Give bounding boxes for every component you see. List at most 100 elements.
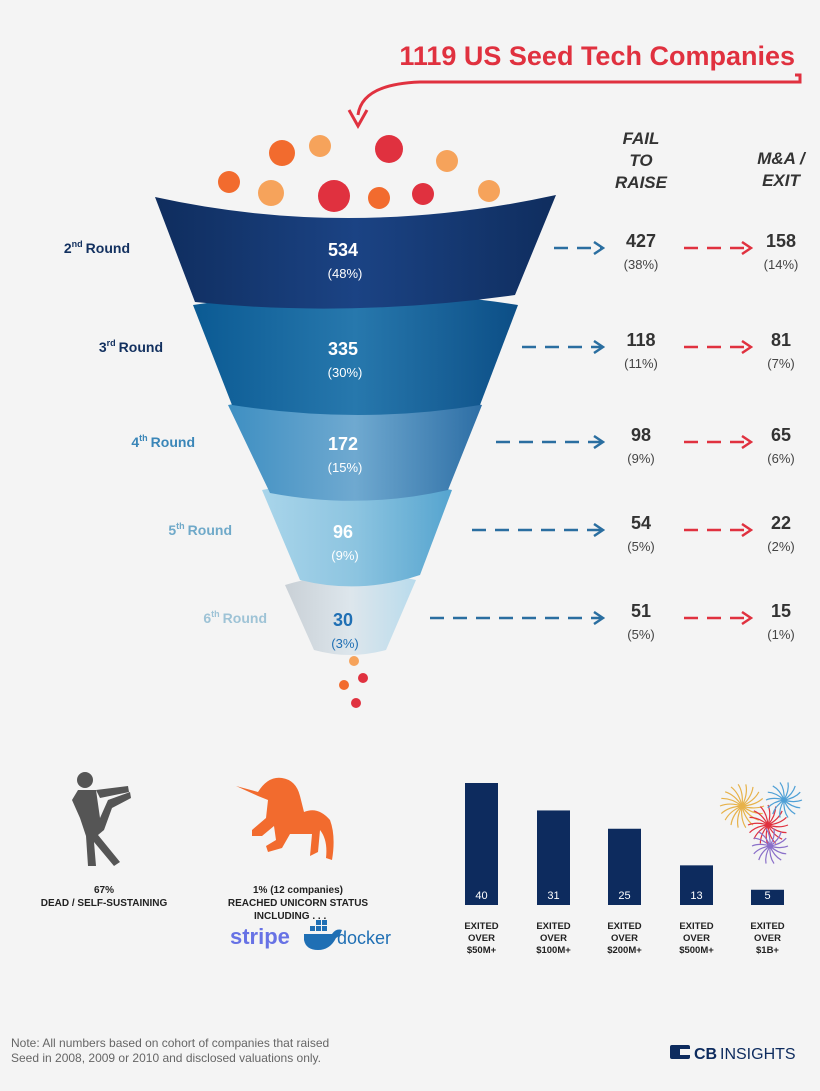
funnel-band-3rd-round — [193, 292, 518, 415]
firework-streak — [779, 782, 785, 801]
unicorn-line3: INCLUDING . . . — [254, 911, 326, 922]
footnote-line1: Note: All numbers based on cohort of com… — [11, 1036, 329, 1050]
firework-streak — [719, 803, 743, 807]
firework-streak — [753, 837, 771, 847]
exit-bar-category: EXITED — [536, 921, 570, 932]
funnel-band-5th-round — [262, 480, 452, 587]
fail-header-line: RAISE — [615, 173, 668, 192]
company-dot — [375, 135, 403, 163]
firework-streak — [767, 791, 785, 801]
exit-bar — [751, 889, 784, 905]
exit-bar-category: OVER — [754, 933, 781, 944]
zombie-icon — [72, 772, 131, 866]
page-title: 1119 US Seed Tech Companies — [399, 41, 795, 71]
exit-bar-category: EXITED — [679, 921, 713, 932]
exit-bar-category: $1B+ — [756, 945, 779, 956]
round-count: 30 — [333, 610, 353, 630]
round-word: Round — [188, 522, 232, 538]
exit-count: 15 — [771, 601, 791, 621]
exit-bar-category: $200M+ — [607, 945, 642, 956]
firework-streak — [724, 805, 743, 821]
firework-streak — [769, 837, 787, 847]
exit-count: 81 — [771, 330, 791, 350]
exit-header-line: EXIT — [762, 171, 801, 190]
firework-streak — [769, 845, 787, 855]
firework-streak — [753, 810, 769, 826]
firework-streak — [741, 805, 765, 809]
drip-dot — [339, 680, 349, 690]
drip-dot — [349, 656, 359, 666]
round-percent: (48%) — [328, 266, 363, 281]
firework-streak — [767, 810, 783, 826]
round-percent: (9%) — [331, 548, 358, 563]
exit-bar-category: $500M+ — [679, 945, 714, 956]
fail-header-line: FAIL — [623, 129, 660, 148]
round-percent: (30%) — [328, 365, 363, 380]
funnel-rows: 2nd Round 534(48%)427(38%)158(14%)3rd Round… — [64, 231, 798, 651]
firework-streak — [724, 791, 743, 807]
firework-streak — [758, 831, 771, 847]
round-label: 3rd Round — [99, 338, 163, 355]
fail-count: 51 — [631, 601, 651, 621]
exit-percent: (7%) — [767, 356, 794, 371]
exit-bar-value: 5 — [764, 890, 770, 902]
round-percent: (15%) — [328, 460, 363, 475]
exit-bar — [537, 810, 570, 905]
round-word: Round — [223, 610, 267, 626]
firework-streak — [741, 805, 760, 821]
exit-bar-value: 25 — [618, 890, 630, 902]
firework-streak — [741, 805, 763, 815]
round-number: 4 — [131, 434, 139, 450]
docker-whale-icon — [304, 920, 342, 950]
unicorn-line1: 1% (12 companies) — [253, 885, 343, 896]
exit-bar-category: EXITED — [464, 921, 498, 932]
round-label: 5th Round — [168, 521, 232, 538]
exit-bar-category: OVER — [683, 933, 710, 944]
exit-bar-category: EXITED — [750, 921, 784, 932]
round-suffix: rd — [107, 338, 116, 348]
firework-streak — [769, 845, 775, 864]
funnel-band-2nd-round — [155, 195, 556, 309]
company-dot — [318, 180, 350, 212]
firework-streak — [749, 816, 769, 826]
fail-percent: (11%) — [624, 356, 658, 371]
fail-percent: (9%) — [627, 451, 654, 466]
firework-streak — [720, 805, 743, 814]
fail-percent: (38%) — [624, 257, 659, 272]
fireworks-icon — [719, 782, 803, 864]
round-number: 6 — [203, 610, 211, 626]
round-word: Round — [119, 339, 163, 355]
exit-bar-category: EXITED — [607, 921, 641, 932]
firework-streak — [741, 798, 764, 807]
firework-streak — [753, 845, 771, 855]
brand-insights: INSIGHTS — [720, 1046, 796, 1063]
funnel — [155, 195, 556, 708]
round-count: 335 — [328, 339, 358, 359]
cb-insights-logo: CB INSIGHTS — [670, 1045, 796, 1063]
firework-streak — [765, 797, 785, 801]
firework-streak — [783, 799, 789, 818]
firework-streak — [767, 824, 787, 834]
round-number: 5 — [168, 522, 176, 538]
fail-count: 118 — [626, 330, 655, 350]
fail-count: 427 — [626, 231, 656, 251]
exit-header-line: M&A / — [757, 149, 807, 168]
exit-bar-category: $100M+ — [536, 945, 571, 956]
round-label: 2nd Round — [64, 239, 130, 256]
firework-streak — [772, 785, 785, 801]
funnel-band-6th-round — [285, 573, 416, 655]
round-suffix: nd — [72, 239, 83, 249]
firework-streak — [741, 784, 748, 807]
firework-streak — [730, 786, 743, 807]
exit-column-header: M&A / EXIT — [757, 149, 807, 190]
round-count: 172 — [328, 434, 358, 454]
firework-streak — [769, 828, 775, 847]
companies-dots — [218, 135, 500, 212]
exit-percent: (14%) — [764, 257, 799, 272]
firework-streak — [741, 791, 760, 807]
round-number: 3 — [99, 339, 107, 355]
firework-streak — [769, 845, 782, 861]
round-percent: (3%) — [331, 636, 358, 651]
round-number: 2 — [64, 240, 72, 256]
